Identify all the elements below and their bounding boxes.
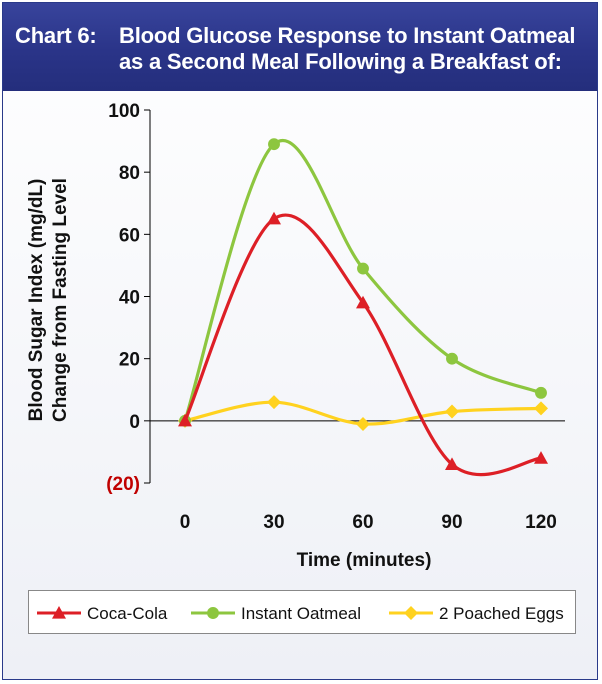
legend-marker-instant-oatmeal bbox=[207, 607, 219, 619]
x-tick-label: 30 bbox=[263, 512, 284, 533]
series-coca-cola bbox=[178, 211, 548, 477]
chart-series bbox=[178, 138, 548, 477]
chart-legend: Coca-Cola Instant Oatmeal 2 Poached Eggs bbox=[28, 590, 576, 634]
series-2-poached-eggs bbox=[178, 395, 548, 431]
data-point-instant-oatmeal bbox=[268, 138, 280, 151]
chart-title-line-1: Blood Glucose Response to Instant Oatmea… bbox=[119, 23, 576, 48]
legend-item-instant-oatmeal: Instant Oatmeal bbox=[191, 604, 361, 623]
data-point-coca-cola bbox=[534, 451, 548, 464]
x-axis-label: Time (minutes) bbox=[297, 550, 432, 571]
legend-marker-coca-cola bbox=[52, 606, 66, 619]
y-tick-label: 60 bbox=[119, 225, 140, 246]
chart-number: Chart 6: bbox=[15, 23, 97, 48]
chart-header: Chart 6: Blood Glucose Response to Insta… bbox=[3, 3, 597, 91]
y-tick-label: (20) bbox=[106, 474, 140, 495]
data-point-2-poached-eggs bbox=[445, 404, 459, 419]
y-tick-label: 100 bbox=[108, 101, 140, 122]
data-point-coca-cola bbox=[267, 211, 281, 225]
y-axis-label-line-2: Change from Fasting Level bbox=[50, 178, 71, 422]
x-tick-label: 120 bbox=[525, 512, 557, 533]
legend-item-2-poached-eggs: 2 Poached Eggs bbox=[389, 604, 564, 623]
y-tick-label: 80 bbox=[119, 163, 140, 184]
data-point-2-poached-eggs bbox=[534, 401, 548, 416]
series-instant-oatmeal bbox=[179, 138, 547, 427]
y-axis-label-line-1: Blood Sugar Index (mg/dL) bbox=[26, 179, 47, 422]
data-point-2-poached-eggs bbox=[267, 395, 281, 410]
data-point-instant-oatmeal bbox=[446, 352, 458, 365]
data-point-instant-oatmeal bbox=[357, 262, 369, 275]
data-point-coca-cola bbox=[178, 413, 192, 427]
legend-marker-2-poached-eggs bbox=[404, 606, 418, 620]
x-tick-label: 90 bbox=[441, 512, 462, 533]
legend-graphics: Coca-Cola Instant Oatmeal 2 Poached Eggs bbox=[37, 604, 564, 623]
y-tick-label: 40 bbox=[119, 288, 140, 309]
legend-item-coca-cola: Coca-Cola bbox=[37, 604, 168, 623]
y-tick-label: 20 bbox=[119, 350, 140, 371]
x-tick-label: 0 bbox=[180, 512, 191, 533]
data-point-instant-oatmeal bbox=[535, 386, 547, 399]
data-point-coca-cola bbox=[356, 295, 370, 309]
legend-label-instant-oatmeal: Instant Oatmeal bbox=[241, 604, 361, 623]
x-tick-label: 60 bbox=[352, 512, 373, 533]
chart-title-line-2: as a Second Meal Following a Breakfast o… bbox=[119, 49, 562, 74]
data-point-2-poached-eggs bbox=[356, 416, 370, 431]
series-line-coca-cola bbox=[183, 213, 542, 477]
legend-label-coca-cola: Coca-Cola bbox=[87, 604, 168, 623]
chart-axes: (20) 0 20 40 60 80 100 0 30 60 90 120 bbox=[106, 101, 565, 533]
y-tick-label: 0 bbox=[129, 412, 140, 433]
data-point-coca-cola bbox=[445, 457, 459, 470]
legend-label-2-poached-eggs: 2 Poached Eggs bbox=[439, 604, 564, 623]
